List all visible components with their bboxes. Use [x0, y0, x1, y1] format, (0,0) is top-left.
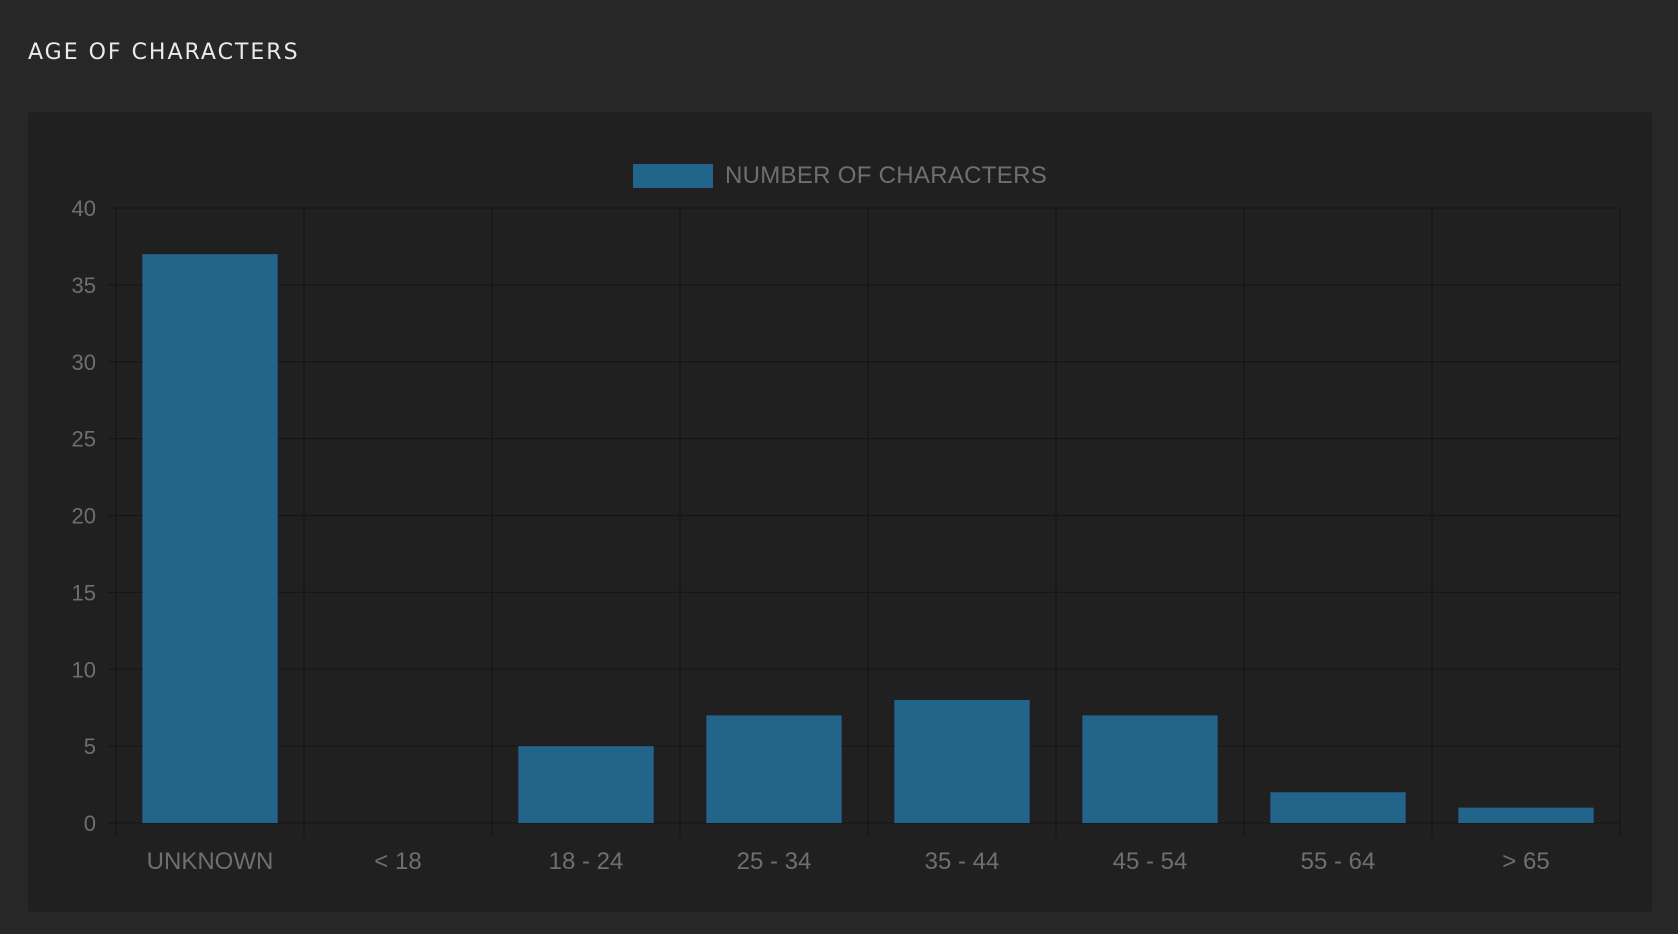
y-tick-label: 10	[72, 657, 96, 682]
y-tick-label: 15	[72, 580, 96, 605]
y-tick-label: 30	[72, 350, 96, 375]
bar-7[interactable]: > 65: 1	[1458, 807, 1594, 823]
bar-6[interactable]: 55 - 64: 2	[1270, 792, 1406, 823]
y-tick-label: 25	[72, 427, 96, 452]
x-tick-label: 18 - 24	[549, 848, 624, 875]
y-tick-label: 40	[72, 196, 96, 221]
bar-3[interactable]: 25 - 34: 7	[706, 715, 842, 823]
bar-4[interactable]: 35 - 44: 8	[894, 700, 1030, 823]
chart-legend[interactable]: NUMBER OF CHARACTERS	[28, 162, 1652, 190]
bar-chart: 0 5 10 15 20 25 30 35 40 UNKNOWN: 37 UNKNOWN < 18 18…	[72, 196, 1621, 875]
legend-swatch	[632, 164, 713, 188]
y-tick-label: 20	[72, 504, 96, 529]
y-tick-label: 35	[72, 273, 96, 298]
x-tick-label: 25 - 34	[737, 848, 812, 875]
y-tick-label: 0	[84, 811, 96, 836]
bar-0[interactable]: UNKNOWN: 37	[142, 254, 278, 823]
x-tick-label: 55 - 64	[1301, 848, 1376, 875]
bar-2[interactable]: 18 - 24: 5	[518, 746, 654, 823]
x-tick-label: < 18	[374, 848, 421, 875]
legend-label: NUMBER OF CHARACTERS	[724, 162, 1048, 189]
x-tick-label: 45 - 54	[1113, 848, 1188, 875]
x-tick-label: 35 - 44	[925, 848, 1000, 875]
page-title: AGE OF CHARACTERS	[28, 40, 300, 65]
y-tick-label: 5	[84, 734, 96, 759]
bar-5[interactable]: 45 - 54: 7	[1082, 715, 1218, 823]
chart-card: NUMBER OF CHARACTERS 0 5 10 15 20 25 30 35 40 UNK…	[28, 112, 1652, 912]
x-tick-label: > 65	[1502, 848, 1549, 875]
x-tick-label: UNKNOWN	[147, 848, 274, 875]
